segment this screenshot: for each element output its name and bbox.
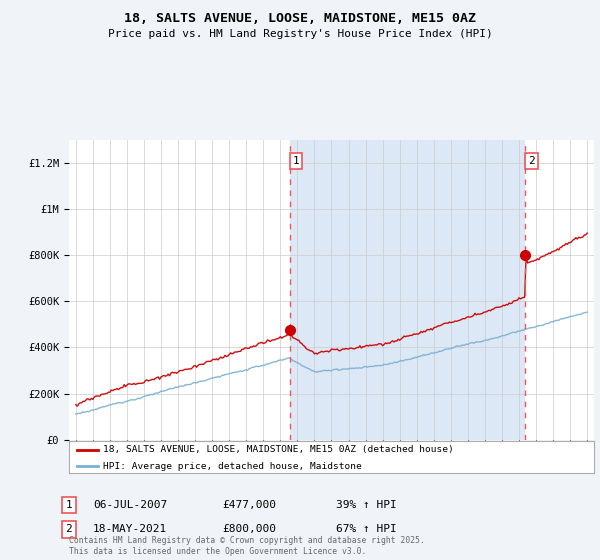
Text: 2: 2	[65, 524, 73, 534]
Text: 18-MAY-2021: 18-MAY-2021	[93, 524, 167, 534]
Text: 39% ↑ HPI: 39% ↑ HPI	[336, 500, 397, 510]
Bar	[290, 140, 526, 440]
Text: £477,000: £477,000	[222, 500, 276, 510]
Text: 67% ↑ HPI: 67% ↑ HPI	[336, 524, 397, 534]
Text: 2: 2	[528, 156, 535, 166]
Text: £800,000: £800,000	[222, 524, 276, 534]
Text: HPI: Average price, detached house, Maidstone: HPI: Average price, detached house, Maid…	[103, 461, 362, 470]
Text: Contains HM Land Registry data © Crown copyright and database right 2025.
This d: Contains HM Land Registry data © Crown c…	[69, 536, 425, 556]
Text: 18, SALTS AVENUE, LOOSE, MAIDSTONE, ME15 0AZ (detached house): 18, SALTS AVENUE, LOOSE, MAIDSTONE, ME15…	[103, 445, 454, 454]
Text: 18, SALTS AVENUE, LOOSE, MAIDSTONE, ME15 0AZ: 18, SALTS AVENUE, LOOSE, MAIDSTONE, ME15…	[124, 12, 476, 25]
Text: 06-JUL-2007: 06-JUL-2007	[93, 500, 167, 510]
Text: 1: 1	[65, 500, 73, 510]
Text: Price paid vs. HM Land Registry's House Price Index (HPI): Price paid vs. HM Land Registry's House …	[107, 29, 493, 39]
Text: 1: 1	[292, 156, 299, 166]
